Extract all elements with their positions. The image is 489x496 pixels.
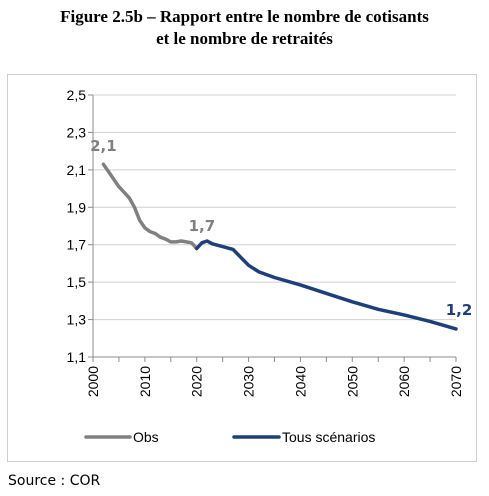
y-tick-label: 1,7 [67,237,87,253]
chart-title-line-1: Figure 2.5b – Rapport entre le nombre de… [60,7,429,26]
x-tick-label: 2010 [137,366,153,397]
data-label: 2,1 [90,137,117,155]
x-tick-label: 2070 [448,366,464,397]
x-tick-label: 2000 [85,366,101,397]
legend-label: Tous scénarios [282,429,375,445]
y-tick-label: 2,1 [67,162,87,178]
x-tick-label: 2040 [292,366,308,397]
x-tick-label: 2020 [189,366,205,397]
x-tick-label: 2030 [241,366,257,397]
y-tick-label: 2,3 [67,124,87,140]
data-label: 1,2 [446,301,473,319]
chart-frame: 1,1 1,3 1,5 1,7 1,9 2,1 2,3 2,5 2000 2010 2020 2030… [7,74,477,462]
series-line-tous-scenarios [194,239,458,331]
y-tick-label: 1,5 [67,274,87,290]
chart-title-line-2: et le nombre de retraités [156,29,333,48]
data-label: 1,7 [189,217,216,235]
series-line-obs [101,162,199,251]
y-tick-label: 1,1 [67,349,87,365]
x-tick-label: 2060 [396,366,412,397]
y-tick-label: 2,5 [67,87,87,103]
legend-label: Obs [133,429,159,445]
y-tick-label: 1,9 [67,199,87,215]
source-note: Source : COR [8,473,101,489]
x-tick-label: 2050 [344,366,360,397]
y-tick-label: 1,3 [67,312,87,328]
